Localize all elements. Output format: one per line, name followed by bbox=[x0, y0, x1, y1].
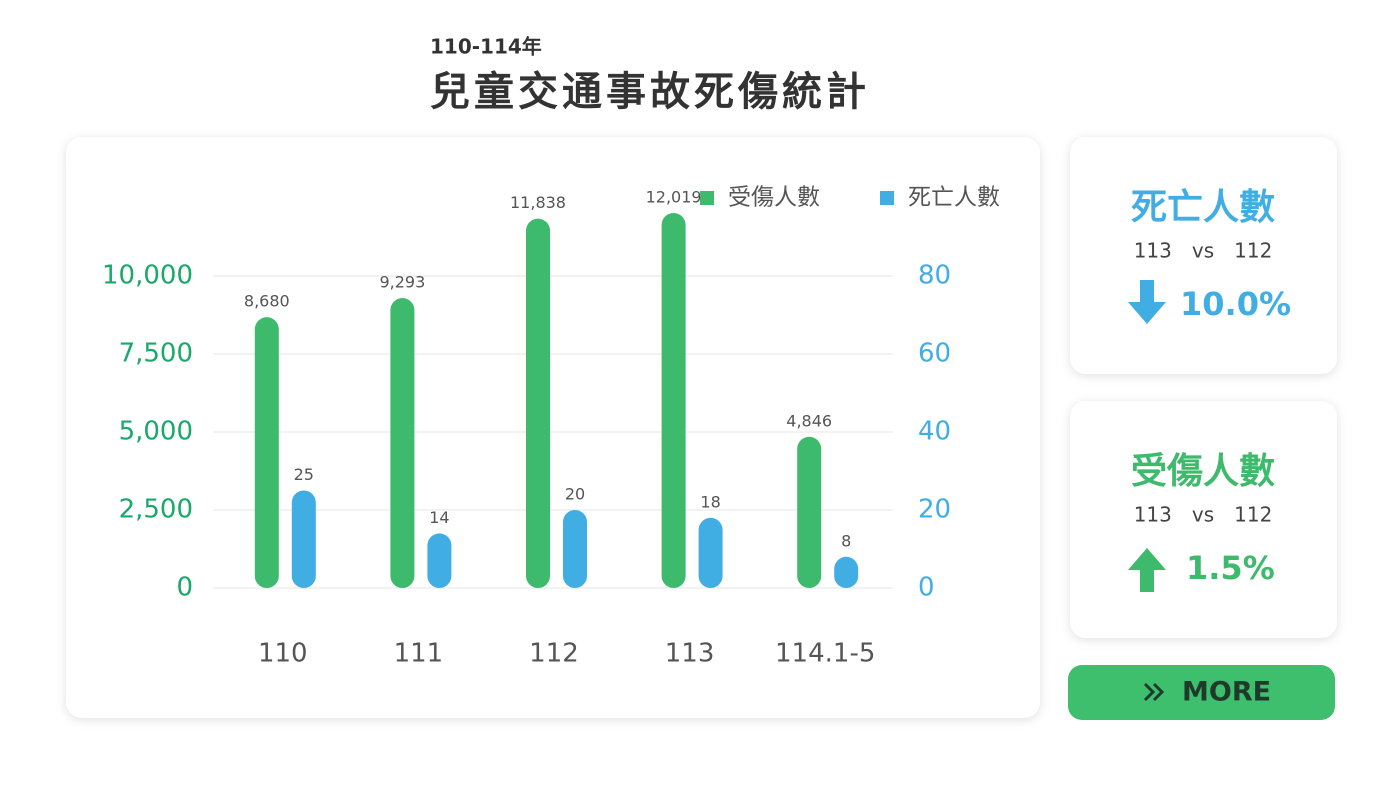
bar bbox=[661, 213, 686, 588]
bar bbox=[526, 218, 550, 588]
x-tick-label: 112 bbox=[529, 639, 579, 669]
value-label: 8,680 bbox=[244, 292, 290, 311]
y2-tick-label: 20 bbox=[918, 495, 951, 525]
y2-tick-label: 40 bbox=[918, 417, 951, 447]
bar bbox=[427, 533, 452, 588]
y2-tick-label: 60 bbox=[918, 339, 951, 369]
bar bbox=[834, 556, 859, 588]
y-tick-label: 10,000 bbox=[102, 261, 193, 291]
card-title: 死亡人數 bbox=[1131, 187, 1275, 228]
bar bbox=[254, 317, 279, 588]
legend-label: 死亡人數 bbox=[908, 185, 1000, 211]
y-tick-label: 5,000 bbox=[119, 417, 193, 447]
trend-arrow bbox=[1128, 280, 1166, 324]
bar bbox=[291, 490, 316, 588]
value-label: 8 bbox=[841, 531, 851, 550]
x-tick-label: 114.1-5 bbox=[775, 639, 875, 669]
card-title: 受傷人數 bbox=[1131, 451, 1275, 492]
value-label: 12,019 bbox=[646, 188, 702, 207]
y-tick-label: 7,500 bbox=[119, 339, 193, 369]
value-label: 14 bbox=[429, 508, 449, 527]
value-label: 4,846 bbox=[786, 411, 832, 430]
more-button[interactable] bbox=[1068, 665, 1335, 720]
stat-card bbox=[1070, 137, 1337, 374]
legend-swatch bbox=[700, 191, 714, 205]
more-label[interactable]: MORE bbox=[1182, 677, 1271, 708]
y2-tick-label: 0 bbox=[918, 573, 935, 603]
card-compare: 113 vs 112 bbox=[1134, 503, 1273, 527]
subtitle: 110-114年 bbox=[430, 35, 542, 59]
card-compare: 113 vs 112 bbox=[1134, 239, 1273, 263]
x-tick-label: 113 bbox=[665, 639, 715, 669]
bar bbox=[797, 436, 822, 588]
card-change: 10.0% bbox=[1180, 285, 1291, 323]
bar bbox=[390, 298, 415, 588]
trend-arrow bbox=[1128, 548, 1166, 592]
bar bbox=[563, 510, 587, 588]
value-label: 25 bbox=[294, 465, 314, 484]
legend-label: 受傷人數 bbox=[728, 185, 820, 211]
x-tick-label: 111 bbox=[394, 639, 444, 669]
value-label: 11,838 bbox=[510, 193, 566, 212]
value-label: 20 bbox=[565, 485, 585, 504]
title: 兒童交通事故死傷統計 bbox=[430, 69, 870, 115]
more-icon bbox=[1143, 682, 1165, 702]
stat-card bbox=[1070, 401, 1337, 638]
y-tick-label: 2,500 bbox=[119, 495, 193, 525]
value-label: 9,293 bbox=[379, 273, 425, 292]
y-tick-label: 0 bbox=[176, 573, 193, 603]
bar bbox=[698, 517, 723, 588]
legend-swatch bbox=[880, 191, 894, 205]
y2-tick-label: 80 bbox=[918, 261, 951, 291]
value-label: 18 bbox=[700, 492, 720, 511]
card-change: 1.5% bbox=[1186, 549, 1275, 587]
x-tick-label: 110 bbox=[258, 639, 308, 669]
chart-card bbox=[66, 137, 1040, 718]
